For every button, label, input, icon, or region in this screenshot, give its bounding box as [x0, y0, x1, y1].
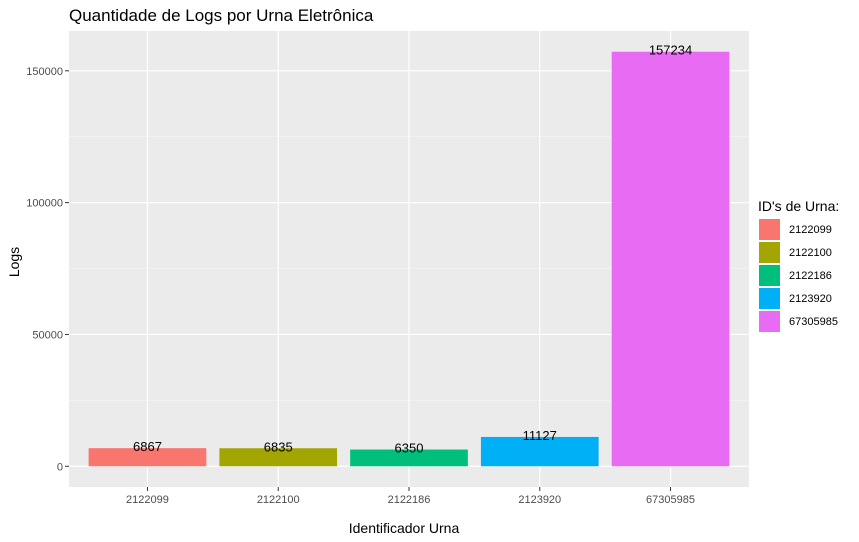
y-tick-label: 150000 — [26, 66, 63, 78]
legend-label-67305985: 67305985 — [789, 316, 838, 328]
x-tick-label: 2123920 — [518, 494, 561, 506]
x-tick-label: 67305985 — [646, 494, 695, 506]
legend-title: ID's de Urna: — [758, 198, 839, 214]
legend-key-2123920 — [759, 288, 780, 309]
legend-label-2122099: 2122099 — [789, 224, 832, 236]
x-tick-label: 2122186 — [388, 494, 431, 506]
x-axis: 2122099 2122100 2122186 2123920 67305985 — [126, 487, 695, 506]
y-axis-title: Logs — [6, 247, 22, 277]
x-tick-label: 2122100 — [257, 494, 300, 506]
bars — [88, 51, 730, 467]
legend-key-67305985 — [759, 311, 780, 332]
legend-key-2122100 — [759, 242, 780, 263]
data-label-2123920: 11127 — [523, 428, 557, 443]
x-tick-label: 2122099 — [126, 494, 169, 506]
data-label-2122186: 6350 — [395, 441, 424, 456]
bar-67305985 — [611, 51, 730, 467]
legend-key-2122186 — [759, 265, 780, 286]
x-axis-title: Identificador Urna — [349, 520, 460, 536]
legend-label-2122186: 2122186 — [789, 270, 832, 282]
bar-2122100 — [219, 448, 338, 467]
y-tick-label: 100000 — [26, 198, 63, 210]
data-label-67305985: 157234 — [649, 43, 692, 58]
legend-label-2122100: 2122100 — [789, 247, 832, 259]
bar-2123920 — [480, 436, 599, 467]
bar-2122099 — [88, 448, 207, 467]
data-label-2122100: 6835 — [264, 439, 293, 454]
legend-label-2123920: 2123920 — [789, 293, 832, 305]
chart-title: Quantidade de Logs por Urna Eletrônica — [69, 6, 374, 25]
bar-2122186 — [350, 449, 468, 467]
data-label-2122099: 6867 — [133, 439, 162, 454]
legend: ID's de Urna: 2122099 2122100 2122186 21239… — [758, 198, 839, 332]
y-axis: 0 50000 100000 150000 — [26, 66, 69, 473]
y-tick-label: 0 — [57, 461, 63, 473]
y-tick-label: 50000 — [32, 329, 63, 341]
legend-key-2122099 — [759, 219, 780, 240]
data-labels: 6867 6835 6350 11127 157234 — [133, 43, 692, 456]
